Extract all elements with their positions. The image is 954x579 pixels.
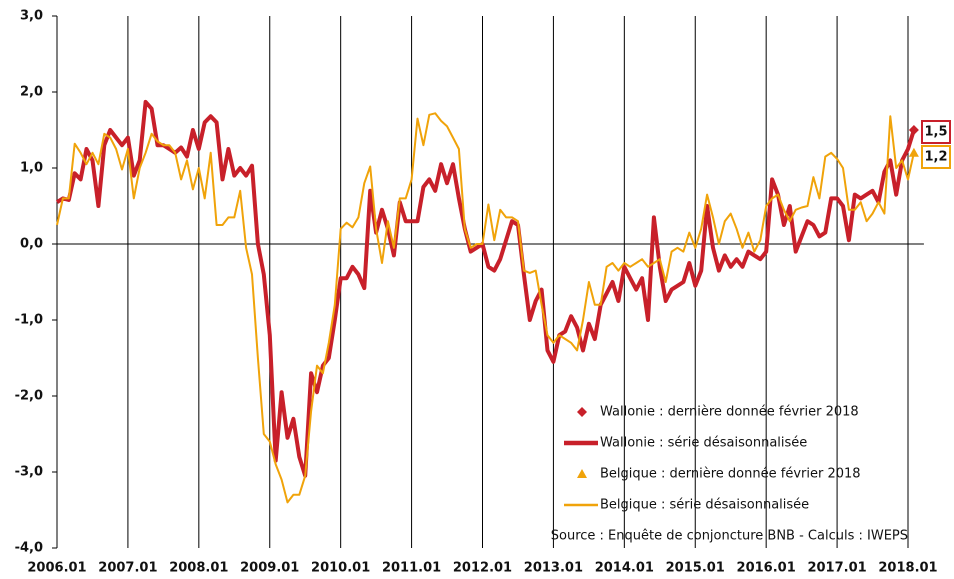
y-tick-label: 0,0 [20, 237, 43, 252]
x-tick-label: 2018.01 [878, 561, 937, 576]
value-label-box [921, 145, 951, 169]
legend-label: Wallonie : dernière donnée février 2018 [600, 405, 859, 420]
x-tick-label: 2012.01 [453, 561, 512, 576]
legend-label: Belgique : série désaisonnalisée [600, 498, 809, 513]
x-tick-label: 2009.01 [240, 561, 299, 576]
x-tick-label: 2013.01 [524, 561, 583, 576]
x-tick-label: 2006.01 [27, 561, 86, 576]
y-tick-label: -4,0 [15, 541, 43, 556]
legend-label: Belgique : dernière donnée février 2018 [600, 467, 861, 482]
source: Source : Enquête de conjoncture BNB - Ca… [551, 529, 908, 544]
x-tick-label: 2016.01 [737, 561, 796, 576]
series-line [56, 112, 915, 504]
value-label-box [921, 120, 951, 144]
x-tick-label: 2014.01 [595, 561, 654, 576]
x-tick-label: 2011.01 [382, 561, 441, 576]
marker-diamond [577, 407, 587, 417]
x-tick-label: 2008.01 [169, 561, 228, 576]
y-tick-label: 1,0 [20, 161, 43, 176]
y-tick-label: 2,0 [20, 85, 43, 100]
y-tick-label: -3,0 [15, 465, 43, 480]
y-tick-label: -1,0 [15, 313, 43, 328]
x-tick-label: 2017.01 [807, 561, 866, 576]
marker-triangle [908, 147, 919, 157]
y-tick-label: 3,0 [20, 9, 43, 24]
y-tick-label: -2,0 [15, 389, 43, 404]
legend-label: Wallonie : série désaisonnalisée [600, 436, 807, 451]
x-tick-label: 2015.01 [666, 561, 725, 576]
x-tick-label: 2007.01 [98, 561, 157, 576]
value-label: 1,5 [924, 125, 947, 140]
x-tick-label: 2010.01 [311, 561, 370, 576]
series-line [55, 99, 916, 478]
marker-triangle [577, 469, 587, 478]
marker-diamond [908, 125, 919, 135]
value-label: 1,2 [924, 150, 947, 165]
